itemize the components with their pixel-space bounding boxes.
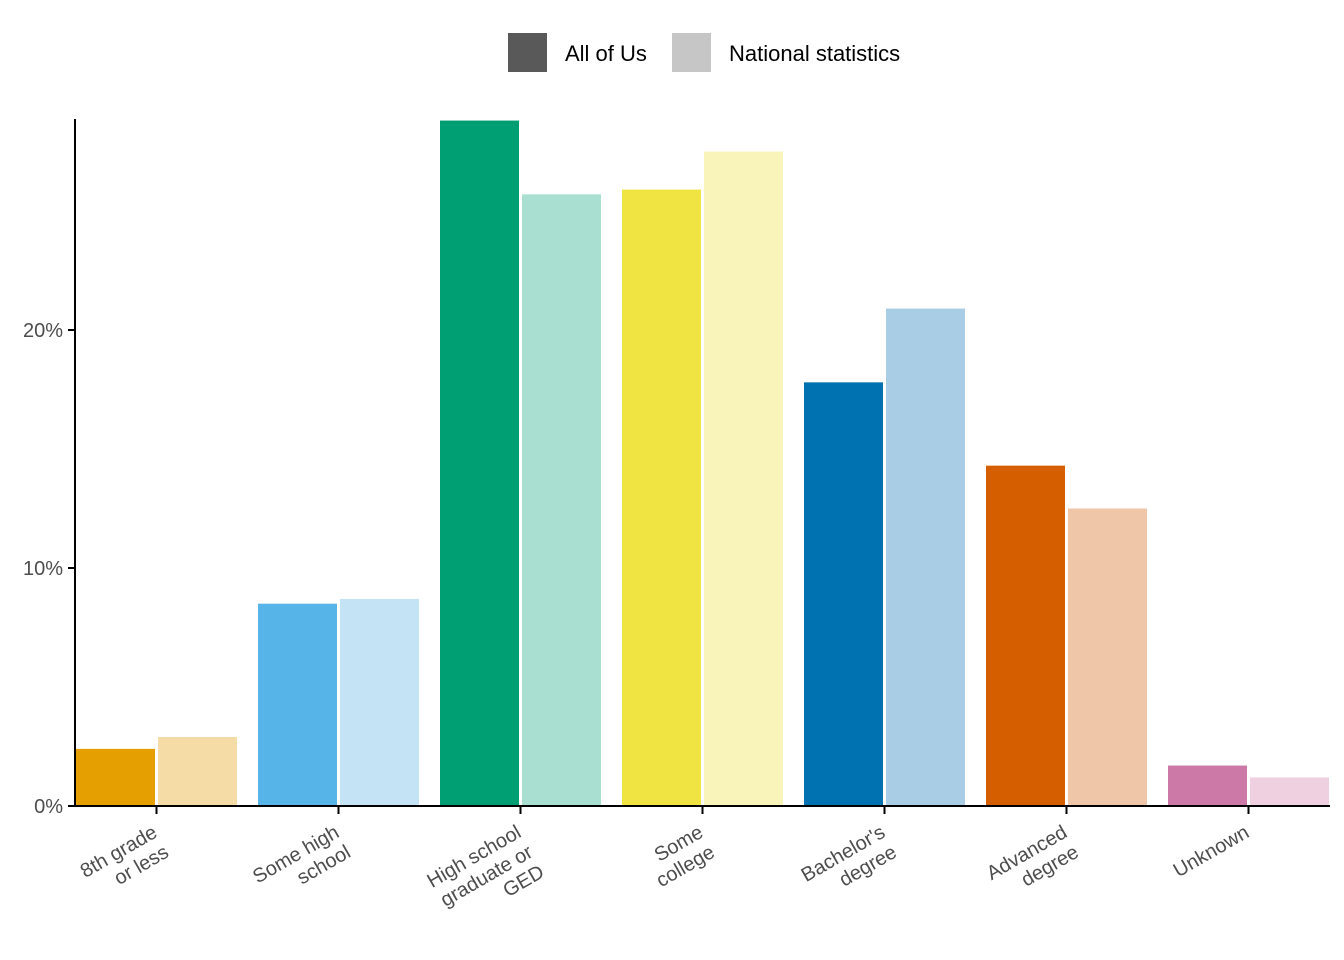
bar-national-statistics-4 <box>886 308 965 806</box>
bars-layer <box>76 120 1329 807</box>
y-ticks: 0% 10% 20% <box>23 320 75 818</box>
x-tick-label-0: 8th gradeor less <box>77 821 173 902</box>
x-tick-label-3: Somecollege <box>641 821 718 892</box>
bar-national-statistics-3 <box>704 151 783 806</box>
bar-national-statistics-6 <box>1250 777 1329 806</box>
bar-all-of-us-3 <box>622 189 701 806</box>
bar-all-of-us-5 <box>986 465 1065 806</box>
y-tick-label-0: 0% <box>34 796 63 818</box>
x-tick-label-4: Bachelor'sdegree <box>798 821 901 906</box>
x-tick-label-1: Some highschool <box>249 821 354 908</box>
bar-all-of-us-1 <box>258 603 337 806</box>
legend-swatch-national-statistics <box>672 33 711 72</box>
y-tick-label-1: 10% <box>23 558 63 580</box>
bar-national-statistics-0 <box>158 736 237 806</box>
bar-all-of-us-4 <box>804 382 883 806</box>
x-ticks: 8th gradeor less Some highschool High scho… <box>77 806 1253 932</box>
bar-national-statistics-5 <box>1068 508 1147 806</box>
bar-national-statistics-1 <box>340 598 419 806</box>
x-tick-label-5: Advanceddegree <box>983 821 1083 904</box>
bar-all-of-us-2 <box>440 120 519 806</box>
legend: All of Us National statistics <box>508 33 900 72</box>
legend-label-all-of-us: All of Us <box>565 41 647 66</box>
bar-national-statistics-2 <box>522 194 601 807</box>
y-tick-label-2: 20% <box>23 320 63 342</box>
bar-all-of-us-0 <box>76 748 155 806</box>
x-tick-label-2: High schoolgraduate orGED <box>423 821 548 932</box>
x-tick-label-6: Unknown <box>1170 821 1253 882</box>
legend-swatch-all-of-us <box>508 33 547 72</box>
legend-label-national-statistics: National statistics <box>729 41 900 66</box>
bar-all-of-us-6 <box>1168 765 1247 806</box>
